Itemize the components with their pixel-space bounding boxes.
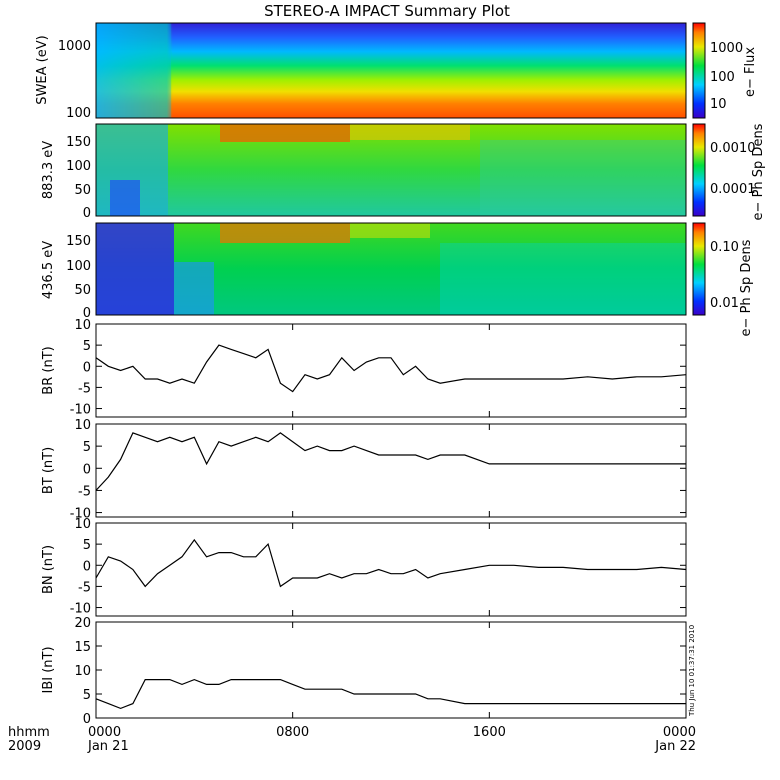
series-ylabel: IBI (nT) [41, 646, 56, 693]
pad436-ytick-150: 150 [66, 234, 91, 249]
ytick-label: -10 [70, 602, 91, 617]
ytick-label: -5 [78, 381, 91, 396]
pad436-cb-tick-high: 0.10 [710, 240, 739, 255]
xtick-hhmm-label: 0000 [663, 725, 696, 740]
pad883-ytick-50: 50 [74, 183, 91, 198]
swea-ytick-1000: 1000 [58, 39, 91, 54]
series-ylabel: BT (nT) [41, 447, 56, 494]
ytick-label: 5 [83, 688, 91, 703]
pad436-colorbar [692, 222, 706, 316]
series-ylabel: BR (nT) [41, 346, 56, 394]
ytick-label: 20 [74, 616, 91, 631]
pad883-cb-tick-low: 0.0001 [710, 182, 756, 197]
series-line-3 [95, 678, 686, 710]
ytick-label: 0 [83, 712, 91, 727]
pad883-cb-label: e− Ph Sp Dens [751, 123, 766, 220]
pad436-cb-tick-low: 0.01 [710, 296, 739, 311]
chart-title: STEREO-A IMPACT Summary Plot [264, 2, 510, 20]
time-axis-label-year: 2009 [8, 739, 41, 754]
pad436-ylabel: 436.5 eV [41, 241, 56, 299]
series-line-2 [95, 538, 687, 588]
series-line-1 [95, 432, 686, 491]
ytick-label: 10 [74, 664, 91, 679]
swea-ylabel: SWEA (eV) [35, 35, 50, 104]
pad-883-spectrogram: 150 100 50 0 883.3 eV 0.0010 0.0001 e− P… [41, 123, 766, 221]
swea-cb-label: e− Flux [743, 47, 758, 97]
ytick-label: -5 [78, 484, 91, 499]
xtick-hhmm-label: 1600 [473, 725, 506, 740]
ytick-label: 10 [74, 517, 91, 532]
pad436-ytick-50: 50 [74, 283, 91, 298]
ytick-label: -10 [70, 403, 91, 418]
panel-br: -10 -5 0 5 10 BR (nT) [41, 318, 687, 418]
pad883-cb-tick-high: 0.0010 [710, 141, 756, 156]
ytick-label: 0 [83, 360, 91, 375]
xtick-date-label: Jan 22 [654, 739, 696, 754]
ytick-label: 10 [74, 318, 91, 333]
pad883-colorbar [692, 123, 706, 217]
pad883-ytick-100: 100 [66, 159, 91, 174]
ytick-label: 5 [83, 339, 91, 354]
ytick-label: 10 [74, 418, 91, 433]
swea-cb-tick-1000: 1000 [710, 41, 743, 56]
panel-bt: -10 -5 0 5 10 BT (nT) [41, 418, 687, 522]
pad883-ytick-150: 150 [66, 135, 91, 150]
ytick-label: -5 [78, 580, 91, 595]
ytick-label: 5 [83, 538, 91, 553]
series-line-0 [95, 344, 687, 393]
ytick-label: 15 [74, 640, 91, 655]
ytick-label: 0 [83, 462, 91, 477]
ytick-label: 0 [83, 559, 91, 574]
pad436-ytick-100: 100 [66, 259, 91, 274]
pad-436-spectrogram: 150 100 50 0 436.5 eV 0.10 0.01 e− Ph Sp… [41, 222, 754, 336]
swea-spectrogram: 1000 100 SWEA (eV) 1000 100 10 e− Flux [35, 22, 758, 121]
pad436-cb-label: e− Ph Sp Dens [739, 239, 754, 336]
magnetic-field-panels: -10 -5 0 5 10 BR (nT) -10 -5 0 5 10 BT (nT) -10 -5 0 5 1… [41, 318, 687, 727]
generation-timestamp: Thu Jun 10 01:37:31 2010 [688, 625, 696, 717]
swea-colorbar [692, 22, 706, 119]
ytick-label: -10 [70, 507, 91, 522]
panel-bn: -10 -5 0 5 10 BN (nT) [41, 517, 687, 617]
pad883-ylabel: 883.3 eV [41, 141, 56, 199]
swea-cb-tick-100: 100 [710, 70, 735, 85]
swea-cb-tick-10: 10 [710, 97, 727, 112]
xtick-date-label: Jan 21 [87, 739, 129, 754]
xtick-hhmm-label: 0000 [88, 725, 121, 740]
xtick-hhmm-label: 0800 [276, 725, 309, 740]
pad883-ytick-0: 0 [83, 206, 91, 221]
series-ylabel: BN (nT) [41, 545, 56, 594]
ytick-label: 5 [83, 440, 91, 455]
time-axis-label-hhmm: hhmm [8, 725, 50, 740]
swea-ytick-100: 100 [66, 106, 91, 121]
panel-b: 0 5 10 15 20 IBI (nT) [41, 616, 687, 727]
pad436-ytick-0: 0 [83, 306, 91, 321]
